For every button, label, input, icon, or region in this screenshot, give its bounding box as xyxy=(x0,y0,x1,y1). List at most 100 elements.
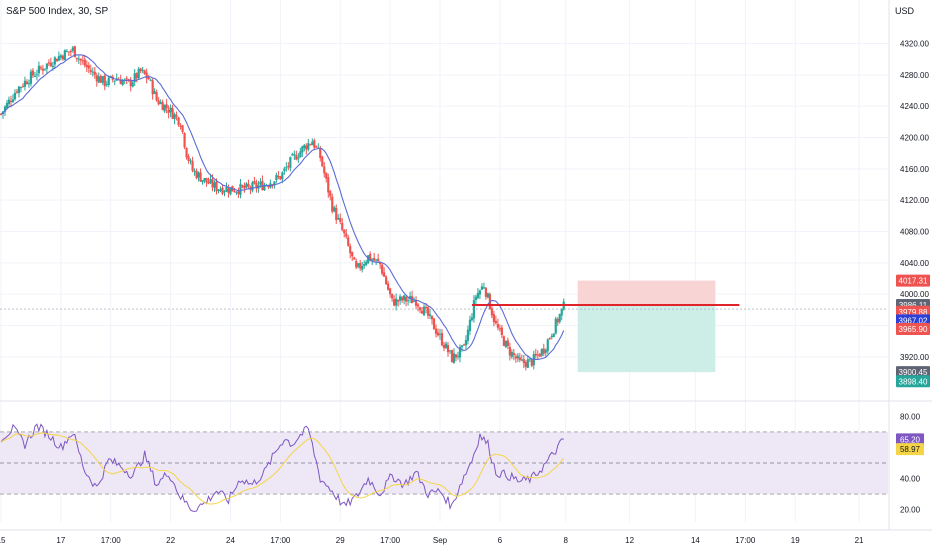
candle-body xyxy=(73,46,76,58)
candle-body xyxy=(462,344,466,346)
candle-body xyxy=(347,237,350,246)
candle-body xyxy=(428,314,432,316)
candle-body xyxy=(538,354,541,357)
currency-label: USD xyxy=(894,6,914,16)
price-tick-label: 4240.00 xyxy=(900,102,929,111)
candle-body xyxy=(345,233,348,237)
price-tick-label: 4200.00 xyxy=(900,134,929,143)
candle-body xyxy=(502,336,505,346)
candle-body xyxy=(233,191,236,193)
rsi-label-text: 65.20 xyxy=(900,435,921,444)
candle-body xyxy=(540,348,543,356)
candle-body xyxy=(13,92,17,100)
candle-body xyxy=(458,347,462,358)
candle-body xyxy=(299,151,302,158)
candle-body xyxy=(17,86,21,94)
candle-body xyxy=(205,177,208,183)
time-tick-label: 22 xyxy=(166,536,175,545)
candle-body xyxy=(506,340,509,347)
candle-body xyxy=(542,348,545,354)
price-label-text: 3986.11 xyxy=(899,301,928,310)
candle-body xyxy=(434,328,438,334)
candle-body xyxy=(277,176,280,178)
candle-body xyxy=(395,298,398,306)
candle-body xyxy=(327,177,330,193)
rsi-ma-line xyxy=(0,432,565,505)
candle-body xyxy=(381,264,384,274)
candle-body xyxy=(353,257,356,260)
time-tick-label: 24 xyxy=(226,536,235,545)
candle-body xyxy=(0,113,3,115)
candle-body xyxy=(77,58,80,60)
candle-body xyxy=(492,313,495,322)
candle-body xyxy=(251,182,254,191)
moving-average-line xyxy=(0,54,565,360)
candle-body xyxy=(402,295,406,301)
candle-body xyxy=(51,65,54,67)
candle-body xyxy=(213,182,216,188)
time-tick-label: 15 xyxy=(0,536,6,545)
candle-body xyxy=(275,174,278,181)
candle-body xyxy=(255,182,258,189)
price-label-text: 3900.45 xyxy=(899,368,928,377)
candle-body xyxy=(259,181,262,185)
candle-body xyxy=(165,104,168,109)
candle-body xyxy=(291,154,294,156)
candle-body xyxy=(283,168,286,172)
candle-body xyxy=(426,307,430,316)
candle-body xyxy=(5,102,9,109)
candle-body xyxy=(333,207,336,212)
candle-body xyxy=(113,80,116,82)
candle-body xyxy=(552,333,555,338)
chart-title: S&P 500 Index, 30, SP xyxy=(6,6,109,17)
candle-body xyxy=(478,290,482,295)
rsi-tick-label: 40.00 xyxy=(900,475,921,484)
candle-body xyxy=(181,125,184,132)
candle-body xyxy=(397,299,400,302)
candle-body xyxy=(53,57,56,65)
candle-body xyxy=(476,292,480,298)
candle-body xyxy=(149,79,152,81)
candle-body xyxy=(530,359,533,366)
price-tick-label: 4280.00 xyxy=(900,71,929,80)
candle-body xyxy=(301,146,304,153)
stop-zone xyxy=(577,280,716,306)
candle-body xyxy=(496,324,499,328)
candle-body xyxy=(177,117,180,126)
candle-body xyxy=(450,350,454,363)
candle-body xyxy=(357,263,360,267)
candle-body xyxy=(398,296,402,301)
candle-body xyxy=(239,183,242,195)
candle-body xyxy=(442,345,446,349)
candle-body xyxy=(309,144,312,146)
candle-body xyxy=(480,286,484,290)
candle-body xyxy=(323,166,326,174)
candle-body xyxy=(349,246,352,254)
candle-body xyxy=(524,362,527,367)
candle-body xyxy=(237,191,240,195)
price-tick-label: 4120.00 xyxy=(900,196,929,205)
candle-body xyxy=(341,222,344,230)
candle-body xyxy=(560,308,563,316)
candle-body xyxy=(199,172,202,182)
candle-body xyxy=(532,354,535,366)
candle-body xyxy=(307,143,310,150)
candle-body xyxy=(424,307,428,309)
candle-body xyxy=(39,67,43,69)
candle-body xyxy=(536,354,539,356)
candle-body xyxy=(528,358,531,360)
candle-body xyxy=(359,263,362,269)
price-label-text: 3898.40 xyxy=(899,377,928,386)
candle-body xyxy=(293,154,296,156)
candle-body xyxy=(311,141,314,146)
candle-body xyxy=(31,70,35,76)
candle-body xyxy=(408,296,412,299)
candle-body xyxy=(412,300,416,302)
time-tick-label: 17:00 xyxy=(101,536,122,545)
candle-body xyxy=(416,304,420,307)
candle-body xyxy=(89,69,92,72)
candle-body xyxy=(383,272,386,277)
candle-body xyxy=(339,217,342,222)
